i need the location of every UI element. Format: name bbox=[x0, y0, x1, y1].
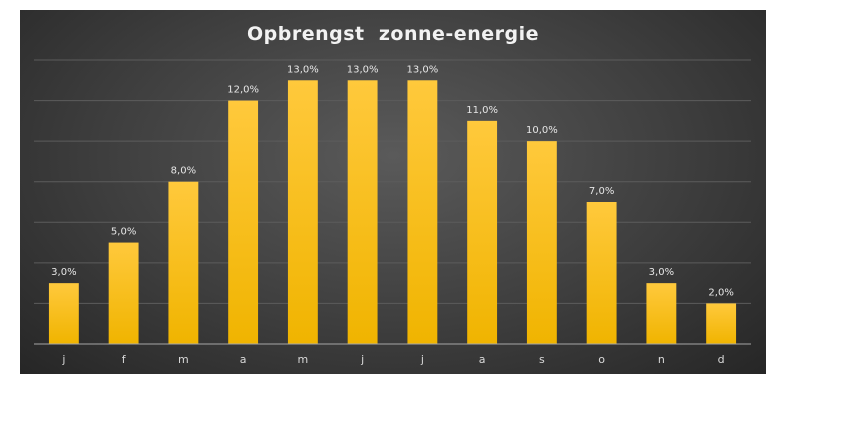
data-label-1: 3,0% bbox=[51, 267, 76, 278]
bar-11 bbox=[646, 283, 677, 344]
bar-9 bbox=[526, 141, 557, 344]
data-label-10: 7,0% bbox=[589, 186, 614, 197]
x-tick-label-6: j bbox=[360, 353, 364, 366]
x-tick-label-8: a bbox=[479, 353, 486, 366]
bar-7 bbox=[407, 80, 438, 345]
bar-chart: Opbrengst zonne-energie 3,0% 5,0% 8,0% 12,0… bbox=[34, 23, 751, 366]
chart-title: Opbrengst zonne-energie bbox=[247, 23, 539, 45]
data-label-3: 8,0% bbox=[171, 166, 196, 177]
data-labels: 3,0% 5,0% 8,0% 12,0% 13,0% 13,0% 13,0% 11,0% 10,… bbox=[51, 64, 734, 298]
x-tick-label-3: m bbox=[178, 353, 189, 366]
bar-10 bbox=[586, 202, 617, 344]
bar-1 bbox=[48, 283, 79, 344]
data-label-11: 3,0% bbox=[649, 267, 674, 278]
data-label-12: 2,0% bbox=[708, 287, 733, 298]
x-tick-label-10: o bbox=[598, 353, 605, 366]
x-tick-label-7: j bbox=[420, 353, 424, 366]
data-label-5: 13,0% bbox=[287, 64, 319, 75]
bar-3 bbox=[168, 181, 199, 344]
gridlines bbox=[34, 59, 751, 304]
bar-2 bbox=[108, 242, 139, 344]
x-tick-label-2: f bbox=[122, 353, 127, 366]
x-tick-label-5: m bbox=[298, 353, 309, 366]
chart-panel: Opbrengst zonne-energie 3,0% 5,0% 8,0% 12,0… bbox=[20, 10, 766, 374]
data-label-9: 10,0% bbox=[526, 125, 558, 136]
x-tick-label-1: j bbox=[61, 353, 65, 366]
bar-12 bbox=[706, 303, 737, 344]
x-tick-label-4: a bbox=[240, 353, 247, 366]
bar-5 bbox=[287, 80, 318, 345]
data-label-6: 13,0% bbox=[347, 64, 379, 75]
bar-6 bbox=[347, 80, 378, 345]
bars bbox=[48, 80, 737, 345]
x-tick-label-9: s bbox=[539, 353, 545, 366]
data-label-7: 13,0% bbox=[406, 64, 438, 75]
data-label-8: 11,0% bbox=[466, 105, 498, 116]
x-tick-label-12: d bbox=[718, 353, 725, 366]
data-label-2: 5,0% bbox=[111, 227, 136, 238]
x-tick-label-11: n bbox=[658, 353, 665, 366]
bar-4 bbox=[228, 100, 259, 344]
data-label-4: 12,0% bbox=[227, 85, 259, 96]
bar-8 bbox=[467, 120, 498, 344]
